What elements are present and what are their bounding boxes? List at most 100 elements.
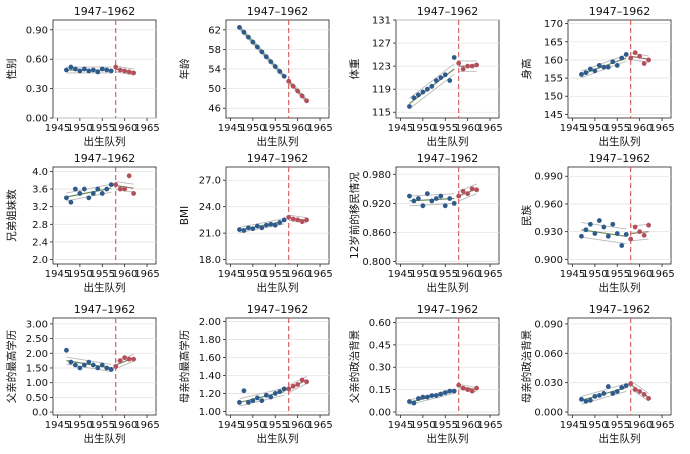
y-axis-label: 兄弟姐妹数: [5, 189, 18, 242]
panel-title: 1947–1962: [589, 303, 651, 316]
point-after: [474, 385, 480, 391]
x-tick-label: 1945: [560, 123, 585, 134]
ci-upper: [288, 375, 307, 386]
point-before: [438, 391, 444, 397]
x-tick-label: 1965: [649, 123, 674, 134]
point-before: [64, 67, 69, 73]
point-after: [628, 55, 634, 61]
point-before: [104, 186, 110, 192]
ci-upper: [458, 383, 477, 388]
y-tick-label: 0.00: [369, 408, 391, 419]
y-tick-label: 27.0: [199, 176, 221, 187]
point-before: [86, 68, 92, 74]
point-after: [456, 193, 462, 199]
point-after: [465, 63, 471, 69]
point-before: [250, 398, 256, 404]
plot-frame: [225, 166, 330, 265]
panel-title: 1947–1962: [247, 303, 309, 316]
point-before: [424, 191, 430, 197]
point-before: [245, 400, 251, 405]
point-before: [81, 186, 87, 192]
y-tick-label: 1.00: [26, 378, 48, 389]
point-before: [104, 365, 110, 371]
ci-upper: [66, 183, 112, 194]
point-before: [237, 24, 242, 30]
point-after: [632, 224, 638, 230]
x-tick-label: 1955: [263, 123, 288, 134]
fit-line-before: [66, 187, 112, 198]
plot-frame: [52, 166, 157, 265]
point-before: [77, 68, 83, 74]
x-tick-label: 1955: [605, 269, 630, 280]
y-tick-label: 165: [544, 37, 563, 48]
point-before: [583, 70, 589, 76]
y-tick-label: 1.60: [199, 353, 221, 364]
point-before: [259, 49, 265, 55]
x-tick-label: 1965: [134, 269, 159, 280]
point-before: [587, 66, 593, 72]
point-before: [415, 396, 421, 401]
x-tick-label: 1960: [112, 269, 137, 280]
point-before: [583, 227, 589, 233]
panel-title: 1947–1962: [74, 152, 136, 165]
point-before: [90, 191, 96, 196]
point-before: [263, 222, 269, 228]
point-after: [632, 50, 638, 56]
x-tick-label: 1950: [240, 123, 265, 134]
x-tick-label: 1965: [307, 420, 332, 431]
point-after: [628, 236, 634, 242]
x-axis-label: 出生队列: [427, 281, 469, 294]
x-tick-label: 1950: [410, 123, 435, 134]
plot-frame: [395, 166, 500, 265]
x-tick-label: 1955: [90, 269, 115, 280]
y-tick-label: 0.960: [534, 199, 563, 210]
y-tick-label: 50: [208, 84, 221, 95]
point-after: [465, 191, 471, 197]
point-before: [592, 68, 598, 74]
point-after: [469, 186, 475, 192]
point-before: [268, 221, 274, 227]
point-after: [126, 173, 132, 179]
point-after: [131, 191, 137, 196]
point-before: [619, 55, 625, 61]
x-tick-label: 1955: [263, 269, 288, 280]
panel-12: 1947–1962 0.000 0.030 0.060 0.090 19451950195…: [520, 303, 675, 445]
y-axis-label: BMI: [179, 206, 191, 225]
point-after: [456, 382, 462, 388]
ci-upper: [288, 214, 307, 219]
point-before: [72, 66, 78, 72]
x-tick-label: 1965: [134, 420, 159, 431]
panel-title: 1947–1962: [417, 303, 479, 316]
y-tick-label: 1.20: [199, 389, 221, 400]
point-before: [407, 193, 412, 199]
y-tick-label: 0.00: [26, 114, 48, 125]
panel-title: 1947–1962: [247, 5, 309, 18]
y-axis-label: 母亲的最高学历: [178, 330, 191, 404]
point-before: [583, 398, 589, 404]
x-tick-label: 1965: [477, 123, 502, 134]
y-axis-label: 父亲的最高学历: [5, 330, 18, 404]
point-after: [465, 387, 471, 393]
point-before: [438, 193, 444, 199]
y-tick-label: 58: [208, 45, 221, 56]
y-tick-label: 21.0: [199, 229, 221, 240]
y-tick-label: 131: [372, 16, 391, 27]
ci-lower: [409, 73, 455, 110]
point-before: [99, 66, 105, 72]
point-before: [250, 226, 256, 232]
point-before: [596, 393, 602, 398]
x-axis-label: 出生队列: [599, 281, 641, 294]
y-tick-label: 46: [208, 104, 221, 115]
point-after: [117, 358, 123, 364]
y-tick-label: 123: [372, 62, 391, 73]
x-tick-label: 1960: [627, 123, 652, 134]
point-after: [456, 60, 462, 66]
x-tick-label: 1950: [240, 420, 265, 431]
point-before: [442, 203, 448, 209]
point-before: [254, 44, 260, 50]
point-after: [646, 222, 652, 228]
ci-lower: [458, 193, 477, 202]
point-after: [113, 64, 119, 70]
y-tick-label: 0.060: [534, 349, 563, 360]
